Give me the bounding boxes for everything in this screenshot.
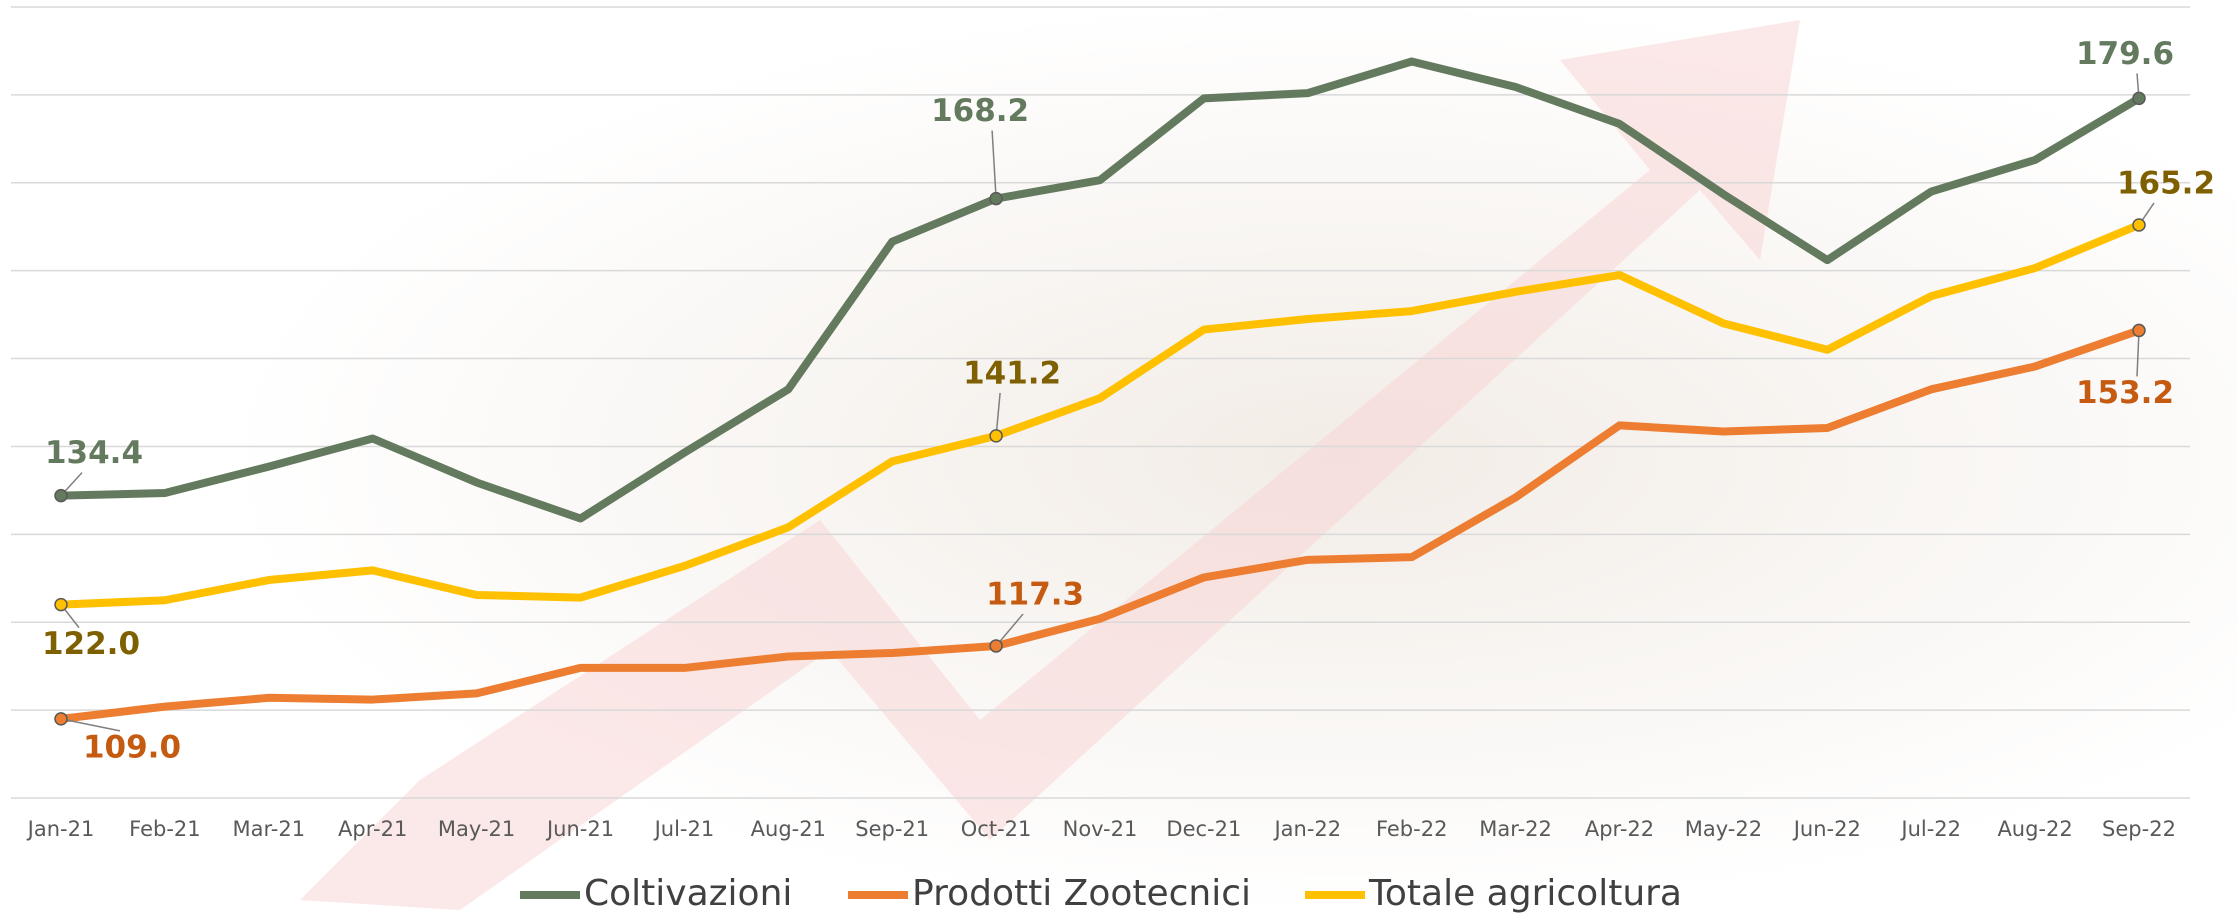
data-label: 109.0 [83,729,181,765]
data-marker [55,599,67,611]
x-tick-label: Jan-22 [1272,817,1341,841]
legend-label: Totale agricoltura [1368,873,1682,914]
data-marker [2133,92,2145,104]
data-marker [2133,324,2145,336]
data-marker [2133,219,2145,231]
x-tick-label: Apr-21 [338,817,407,841]
x-tick-label: May-21 [438,817,515,841]
data-label: 153.2 [2076,375,2174,411]
x-tick-label: Jul-22 [1899,817,1961,841]
data-label: 179.6 [2076,36,2174,72]
x-tick-label: Feb-21 [129,817,200,841]
x-tick-label: Mar-22 [1479,817,1552,841]
x-tick-label: Jul-21 [653,817,715,841]
x-tick-label: Aug-21 [751,817,826,841]
data-label: 134.4 [45,435,143,471]
data-marker [55,713,67,725]
x-tick-label: Dec-21 [1166,817,1241,841]
data-label: 168.2 [931,93,1029,129]
background [0,0,2237,915]
x-tick-label: May-22 [1685,817,1762,841]
x-tick-label: Feb-22 [1376,817,1447,841]
x-tick-label: Jun-22 [1792,817,1861,841]
data-label: 122.0 [42,626,140,662]
data-label: 165.2 [2117,165,2215,201]
x-tick-label: Oct-21 [961,817,1032,841]
x-tick-label: Mar-21 [233,817,306,841]
legend-label: Prodotti Zootecnici [912,873,1251,914]
x-tick-label: Sep-22 [2102,817,2176,841]
data-marker [990,193,1002,205]
x-tick-label: Nov-21 [1063,817,1138,841]
data-marker [990,430,1002,442]
data-label: 141.2 [963,355,1061,391]
data-marker [990,640,1002,652]
data-label: 117.3 [986,576,1084,612]
x-tick-label: Apr-22 [1585,817,1654,841]
x-tick-label: Jan-21 [26,817,95,841]
x-tick-label: Aug-22 [1997,817,2072,841]
x-tick-label: Sep-21 [855,817,929,841]
data-marker [55,490,67,502]
chart: Jan-21 Feb-21 Mar-21 Apr-21 May-21 Jun-21 Jul-… [0,0,2237,915]
x-tick-label: Jun-21 [545,817,614,841]
legend-label: Coltivazioni [584,873,792,914]
